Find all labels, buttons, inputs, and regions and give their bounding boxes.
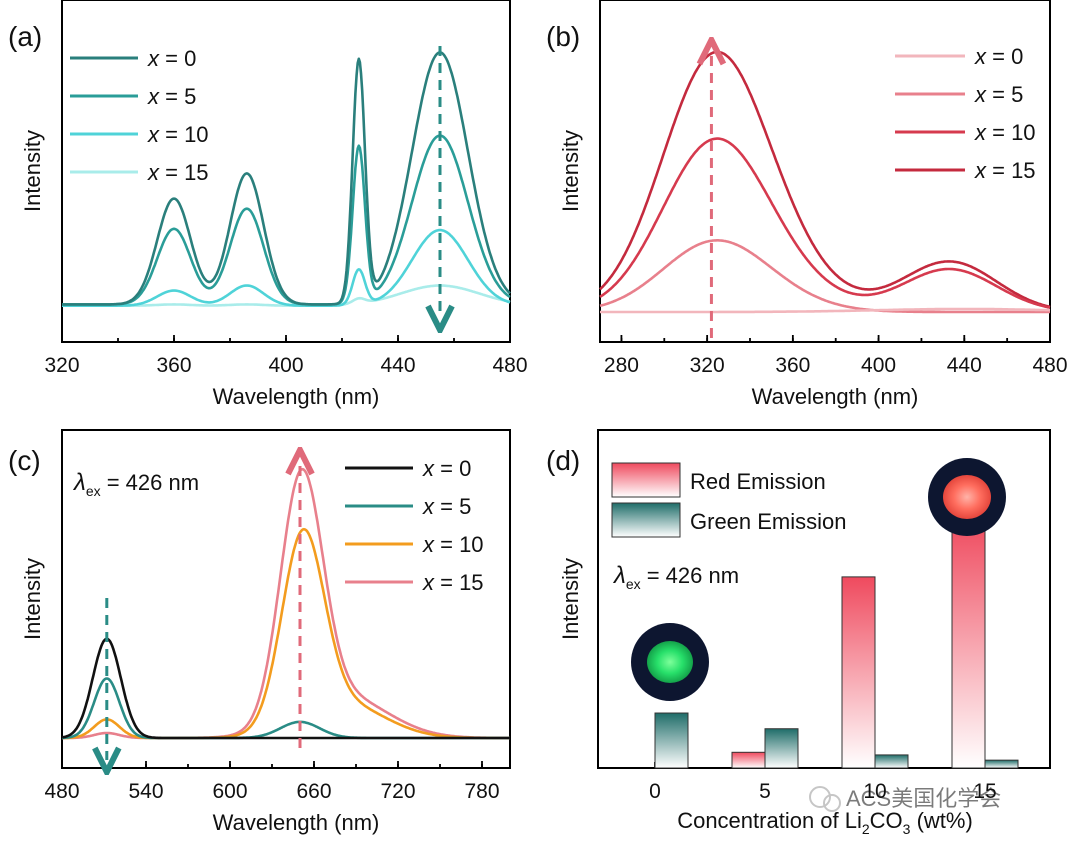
x-tick-label: 780 <box>464 780 499 803</box>
x-axis-label: Wavelength (nm) <box>213 810 380 835</box>
series-line-x5 <box>61 134 511 306</box>
bar-red-emission <box>731 751 766 769</box>
y-axis-label: Intensity <box>558 130 583 212</box>
panel-b: 280 320 360 400 440 480 Wavelength (nm) Intensi… <box>546 0 1068 409</box>
green-phosphor-glow <box>647 641 693 683</box>
bar-green-emission <box>654 712 689 769</box>
panel-label: (a) <box>8 21 42 52</box>
panel-label: (c) <box>8 445 41 476</box>
x-tick-label: 360 <box>775 354 810 377</box>
series-line-x5 <box>599 239 1051 314</box>
legend-label: Red Emission <box>690 469 826 494</box>
x-tick-label: 400 <box>861 354 896 377</box>
x-tick-label: 360 <box>156 354 191 377</box>
series-line-x15 <box>599 50 1051 309</box>
panel-a: 320 360 400 440 480 Wavelength (nm) Intensity (… <box>8 0 528 409</box>
panel-label: (b) <box>546 21 580 52</box>
excitation-annotation: λex = 426 nm <box>72 469 199 499</box>
legend-label: x = 15 <box>974 158 1036 183</box>
legend-label: x = 10 <box>422 532 484 557</box>
watermark: ACS美国化学会 <box>809 786 1001 812</box>
x-tick-label: 320 <box>44 354 79 377</box>
x-tick-label: 320 <box>690 354 725 377</box>
legend-label: x = 5 <box>974 82 1023 107</box>
wechat-icon-bubble <box>823 794 841 812</box>
series-line-x10 <box>599 137 1051 309</box>
x-tick-label: 400 <box>268 354 303 377</box>
x-tick-label: 440 <box>380 354 415 377</box>
panel-label: (d) <box>546 445 580 476</box>
watermark-text: ACS美国化学会 <box>846 786 1001 811</box>
series-line-x10 <box>61 228 511 307</box>
x-tick-label: 720 <box>380 780 415 803</box>
y-axis-label: Intensity <box>558 558 583 640</box>
x-tick-label: 480 <box>492 354 527 377</box>
y-axis-label: Intensity <box>20 558 45 640</box>
x-tick-label: 480 <box>44 780 79 803</box>
x-axis-label: Wavelength (nm) <box>752 384 919 409</box>
x-tick-label: 440 <box>947 354 982 377</box>
x-axis-label: Wavelength (nm) <box>213 384 380 409</box>
x-tick-label: 540 <box>128 780 163 803</box>
wechat-icon <box>809 786 831 808</box>
panel-c: 480 540 600 660 720 780 Wavelength (nm) Intensi… <box>8 429 511 835</box>
legend-label: x = 0 <box>422 456 471 481</box>
excitation-annotation: λex = 426 nm <box>612 562 739 592</box>
series-line-x0 <box>61 637 511 740</box>
x-tick-label: 0 <box>649 780 661 803</box>
x-axis-label: Concentration of Li2CO3 (wt%) <box>677 808 973 837</box>
series-line-x10 <box>61 527 511 740</box>
axes-frame <box>599 0 1051 343</box>
legend-swatch <box>611 462 681 498</box>
legend-label: x = 0 <box>147 46 196 71</box>
legend-label: x = 15 <box>147 160 209 185</box>
x-tick-label: 660 <box>296 780 331 803</box>
x-tick-label: 15 <box>973 780 996 803</box>
x-tick-label: 10 <box>863 780 886 803</box>
axes-frame <box>597 429 1051 769</box>
bar-red-emission <box>841 576 876 769</box>
axes-frame <box>61 429 511 769</box>
series-line-x0 <box>599 307 1051 314</box>
bar-red-emission <box>951 518 986 769</box>
x-tick-label: 5 <box>759 780 771 803</box>
red-phosphor-glow <box>943 475 991 519</box>
legend-label: Green Emission <box>690 509 847 534</box>
bar-green-emission <box>874 754 909 769</box>
bar-green-emission <box>984 759 1019 769</box>
x-tick-label: 280 <box>604 354 639 377</box>
bar-green-emission <box>764 728 799 769</box>
legend-label: x = 5 <box>422 494 471 519</box>
series-line-x0 <box>61 51 511 306</box>
legend-label: x = 0 <box>974 44 1023 69</box>
x-tick-label: 480 <box>1032 354 1067 377</box>
x-tick-label: 600 <box>212 780 247 803</box>
legend-label: x = 15 <box>422 570 484 595</box>
legend-label: x = 10 <box>974 120 1036 145</box>
legend-swatch <box>611 502 681 538</box>
y-axis-label: Intensity <box>20 130 45 212</box>
legend-label: x = 5 <box>147 84 196 109</box>
legend-label: x = 10 <box>147 122 209 147</box>
